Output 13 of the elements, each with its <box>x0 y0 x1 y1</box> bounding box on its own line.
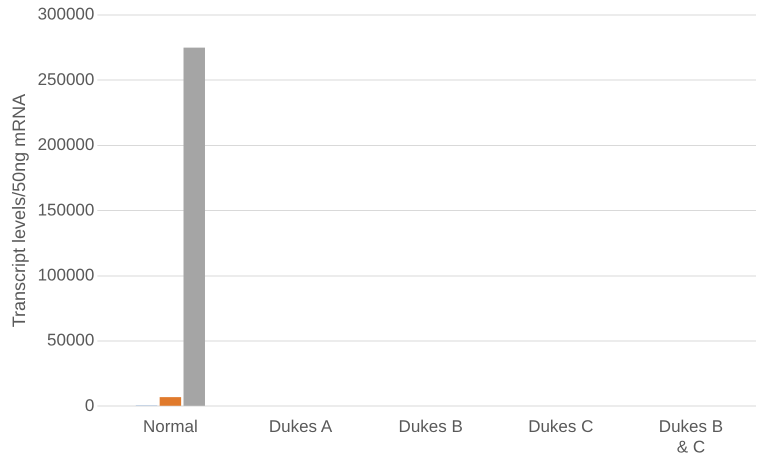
x-tick-label: Dukes B <box>398 417 463 436</box>
x-tick-label: Dukes A <box>268 417 333 436</box>
y-tick-label: 0 <box>84 396 94 415</box>
y-tick-label: 50000 <box>47 330 94 350</box>
y-axis-title: Transcript levels/50ng mRNA <box>8 94 29 328</box>
x-tick-label: Dukes C <box>528 417 594 436</box>
x-tick-label: Normal <box>142 417 198 436</box>
y-tick-label: 250000 <box>38 70 94 89</box>
y-tick-label: 300000 <box>38 4 94 24</box>
y-tick-label: 100000 <box>38 265 94 284</box>
y-tick-label: 150000 <box>38 200 94 220</box>
x-tick-label: Dukes B & C <box>658 417 724 456</box>
y-tick-label: 200000 <box>38 135 94 154</box>
